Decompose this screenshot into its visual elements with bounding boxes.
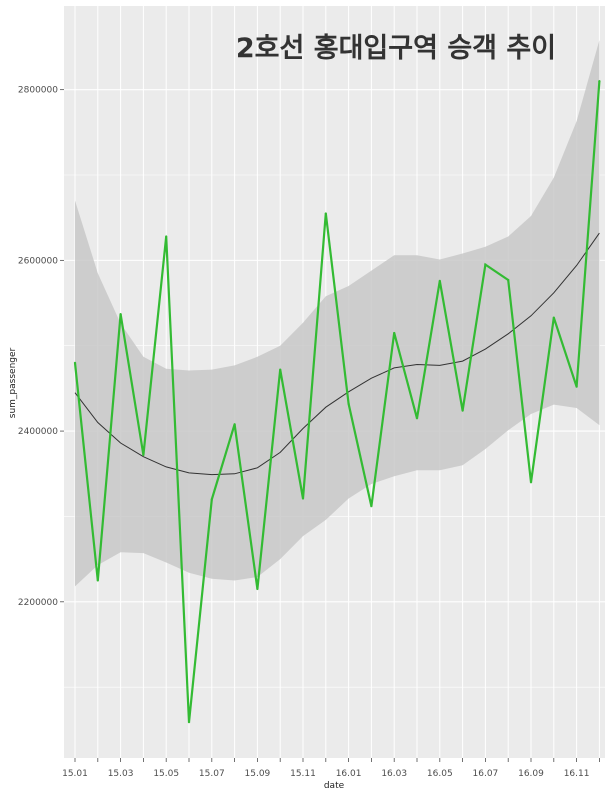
data-point-16.08 (507, 278, 510, 282)
x-tick-label: 15.09 (245, 769, 271, 779)
data-point-15.01 (73, 361, 77, 364)
y-tick-label: 2600000 (18, 256, 58, 266)
x-tick-label: 15.05 (153, 769, 179, 779)
data-point-15.12 (324, 212, 327, 215)
data-point-15.10 (279, 368, 282, 371)
data-point-15.09 (256, 587, 259, 591)
data-point-16.05 (438, 279, 441, 282)
data-point-16.12 (598, 80, 601, 83)
data-point-16.03 (393, 331, 396, 335)
x-tick-label: 16.07 (473, 769, 499, 779)
data-point-15.08 (233, 423, 236, 426)
data-point-16.02 (370, 505, 373, 508)
data-point-15.11 (301, 497, 305, 500)
data-point-16.04 (415, 417, 419, 420)
x-axis: 15.01 15.03 15.05 15.07 15.09 15.11 16.01 16.03… (62, 758, 600, 779)
y-axis: 2200000 2400000 2600000 2800000 (18, 86, 64, 608)
x-tick-label: 15.03 (108, 769, 134, 779)
data-point-15.07 (210, 498, 213, 501)
data-point-16.10 (552, 316, 555, 319)
data-point-16.11 (575, 385, 578, 388)
data-point-15.05 (165, 235, 168, 238)
x-tick-label: 16.03 (381, 769, 407, 779)
data-points (73, 80, 601, 724)
data-point-15.06 (187, 721, 191, 724)
y-tick-label: 2200000 (18, 598, 58, 608)
data-point-15.04 (142, 453, 145, 457)
series-line (73, 81, 601, 723)
y-tick-label: 2400000 (18, 427, 58, 437)
x-tick-label: 16.01 (336, 769, 362, 779)
x-axis-title: date (324, 781, 345, 791)
smooth-line (74, 232, 600, 476)
y-axis-title: sum_passenger (8, 347, 18, 418)
chart-title: 2호선 홍대입구역 승객 추이 (236, 33, 556, 64)
data-point-16.07 (484, 263, 487, 266)
x-tick-label: 15.07 (199, 769, 225, 779)
y-tick-label: 2800000 (18, 86, 58, 96)
data-point-15.02 (96, 579, 99, 582)
x-tick-label: 16.05 (427, 769, 453, 779)
x-tick-label: 16.09 (518, 769, 544, 779)
data-point-16.09 (529, 481, 533, 484)
x-tick-label: 16.11 (564, 769, 590, 779)
x-tick-label: 15.01 (62, 769, 88, 779)
data-point-16.06 (461, 409, 464, 412)
x-tick-label: 15.11 (290, 769, 316, 779)
data-point-15.03 (119, 313, 122, 316)
data-point-16.01 (347, 402, 350, 405)
